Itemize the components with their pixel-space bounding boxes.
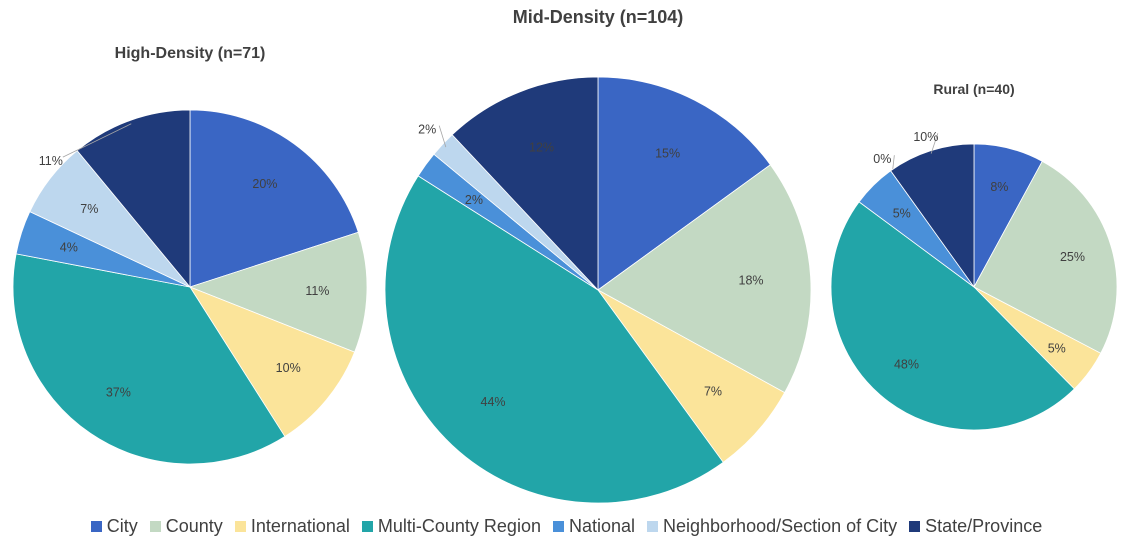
pie-mid-density-label-international: 7% <box>704 384 722 398</box>
pie-rural-label-neighborhood: 0% <box>873 152 891 166</box>
legend-label-county: County <box>165 516 223 536</box>
pie-mid-density-slice-county <box>597 164 812 394</box>
pie-mid-density-slice-state-province <box>451 76 599 292</box>
pie-high-density-label-international: 10% <box>276 361 301 375</box>
legend-swatch-national <box>552 521 564 532</box>
legend-item-national: National <box>552 516 636 537</box>
legend-label-international: International <box>250 516 350 536</box>
legend-label-city: City <box>106 516 138 536</box>
pie-mid-density-label-state-province: 12% <box>529 140 554 154</box>
legend-item-international: International <box>234 516 350 537</box>
pie-high-density-slice-international <box>189 286 356 437</box>
pie-rural-slice-multi-county-region <box>830 201 1075 431</box>
legend-swatch-county <box>149 521 161 532</box>
pie-mid-density-label-neighborhood: 2% <box>418 123 436 137</box>
pie-mid-density-leader-neighborhood <box>438 125 447 148</box>
legend-label-state-province: State/Province <box>925 516 1043 536</box>
pie-rural-leader-state-province <box>930 133 939 154</box>
pie-rural-label-national: 5% <box>893 207 911 221</box>
pie-high-density-slice-multi-county-region <box>12 253 286 465</box>
pie-rural-label-international: 5% <box>1048 341 1066 355</box>
pie-high-density: 20% 11% 10% 37% 4% 7% 11% <box>12 109 368 465</box>
pie-high-density-title: High-Density (n=71) <box>115 45 266 62</box>
pie-high-density-label-county: 11% <box>305 284 329 298</box>
pie-high-density-label-national: 4% <box>60 241 78 255</box>
legend-item-neighborhood: Neighborhood/Section of City <box>647 516 897 537</box>
pie-high-density-slice-city <box>189 109 359 288</box>
legend-swatch-multi-county-region <box>361 521 373 532</box>
legend-item-multi-county-region: Multi-County Region <box>361 516 541 537</box>
legend-swatch-city <box>90 521 102 532</box>
pie-high-density-label-state-province: 11% <box>39 154 63 168</box>
pie-high-density-label-multi-county-region: 37% <box>106 385 131 399</box>
pie-rural-title: Rural (n=40) <box>933 81 1014 97</box>
legend-label-national: National <box>568 516 636 536</box>
pie-rural-label-multi-county-region: 48% <box>894 358 919 372</box>
pie-mid-density-title: Mid-Density (n=104) <box>513 7 684 27</box>
legend-swatch-international <box>234 521 246 532</box>
pie-rural: 8% 25% 5% 48% 5% 0% 10% <box>830 130 1118 431</box>
pie-mid-density-label-multi-county-region: 44% <box>481 395 506 409</box>
pie-high-density-label-city: 20% <box>252 177 277 191</box>
legend-item-state-province: State/Province <box>909 516 1042 537</box>
pie-mid-density-label-county: 18% <box>739 273 764 287</box>
pie-mid-density: 15% 18% 7% 44% 2% 2% 12% <box>384 76 812 504</box>
pie-high-density-slice-county <box>188 231 368 353</box>
pie-mid-density-label-city: 15% <box>655 146 680 160</box>
pie-charts-canvas: 20% 11% 10% 37% 4% 7% 11% High-Density (n=71) 15… <box>12 7 1118 504</box>
legend-item-city: City <box>90 516 138 537</box>
pie-mid-density-label-national: 2% <box>465 193 483 207</box>
pie-rural-slice-state-province <box>890 143 975 289</box>
legend-label-neighborhood: Neighborhood/Section of City <box>663 516 898 536</box>
pie-rural-label-county: 25% <box>1060 250 1085 264</box>
legend: City County International Multi-County R… <box>0 516 1133 537</box>
legend-item-county: County <box>149 516 223 537</box>
legend-swatch-neighborhood <box>647 521 659 532</box>
legend-label-multi-county-region: Multi-County Region <box>377 516 541 536</box>
pie-rural-label-city: 8% <box>990 180 1008 194</box>
legend-swatch-state-province <box>909 521 921 532</box>
pie-high-density-leader-state-province <box>62 123 132 158</box>
pie-rural-label-state-province: 10% <box>913 130 938 144</box>
pie-high-density-slice-state-province <box>76 109 191 289</box>
pie-mid-density-slice-multi-county-region <box>384 175 724 504</box>
pie-mid-density-slice-city <box>597 76 771 291</box>
pie-high-density-label-neighborhood: 7% <box>80 202 98 216</box>
